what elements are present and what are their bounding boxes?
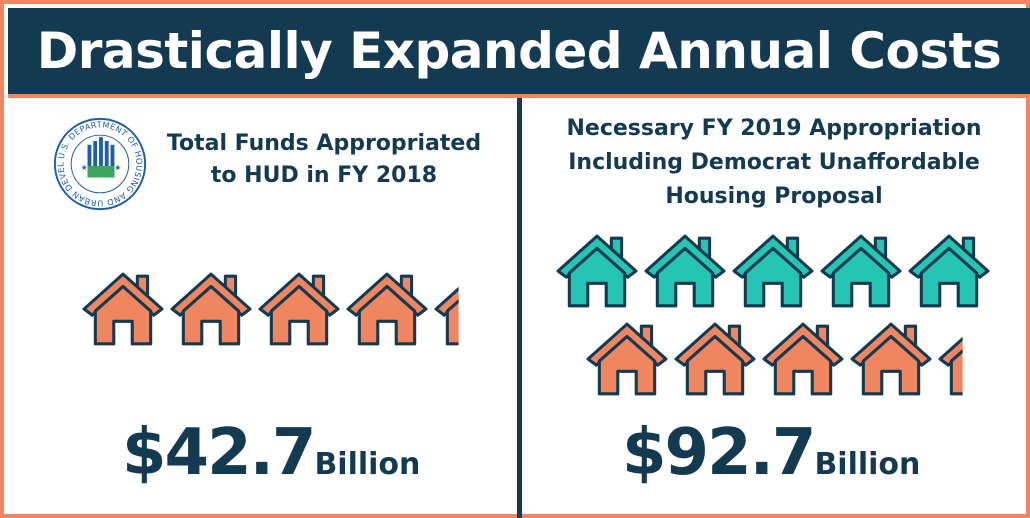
house-icon — [82, 272, 164, 346]
house-icon — [820, 234, 902, 308]
svg-text:★: ★ — [114, 163, 121, 172]
left-amount: $42.7Billion — [122, 416, 420, 490]
right-label-line-2: Including Democrat Unaffordable — [568, 150, 980, 175]
house-icon — [674, 322, 756, 396]
house-icon — [732, 234, 814, 308]
panel-divider — [517, 98, 522, 518]
house-icon — [170, 272, 252, 346]
house-icon — [908, 234, 990, 308]
house-icon — [346, 272, 428, 346]
left-label-line-2: to HUD in FY 2018 — [210, 163, 438, 188]
house-icon — [644, 234, 726, 308]
house-icon — [762, 322, 844, 396]
house-icon — [556, 234, 638, 308]
left-amount-unit: Billion — [314, 447, 421, 482]
left-label-line-1: Total Funds Appropriated — [166, 131, 482, 156]
title-bar: Drastically Expanded Annual Costs — [8, 8, 1030, 98]
page-title: Drastically Expanded Annual Costs — [36, 22, 1002, 80]
house-icon — [850, 322, 932, 396]
right-amount-value: $92.7 — [622, 416, 816, 490]
right-amount-unit: Billion — [814, 447, 921, 482]
left-amount-value: $42.7 — [122, 416, 316, 490]
house-icon — [938, 336, 963, 396]
house-icon — [258, 272, 340, 346]
hud-seal-icon: U.S. DEPARTMENT OF HOUSING AND URBAN DEV… — [52, 116, 147, 211]
house-icon — [586, 322, 668, 396]
right-label-line-1: Necessary FY 2019 Appropriation — [566, 116, 982, 141]
svg-text:★: ★ — [81, 163, 88, 172]
left-panel-label: Total Funds Appropriated to HUD in FY 20… — [149, 128, 499, 192]
right-label-line-3: Housing Proposal — [665, 184, 883, 209]
house-icon — [434, 286, 459, 346]
right-panel-label: Necessary FY 2019 Appropriation Includin… — [544, 112, 1004, 214]
right-amount: $92.7Billion — [622, 416, 920, 490]
